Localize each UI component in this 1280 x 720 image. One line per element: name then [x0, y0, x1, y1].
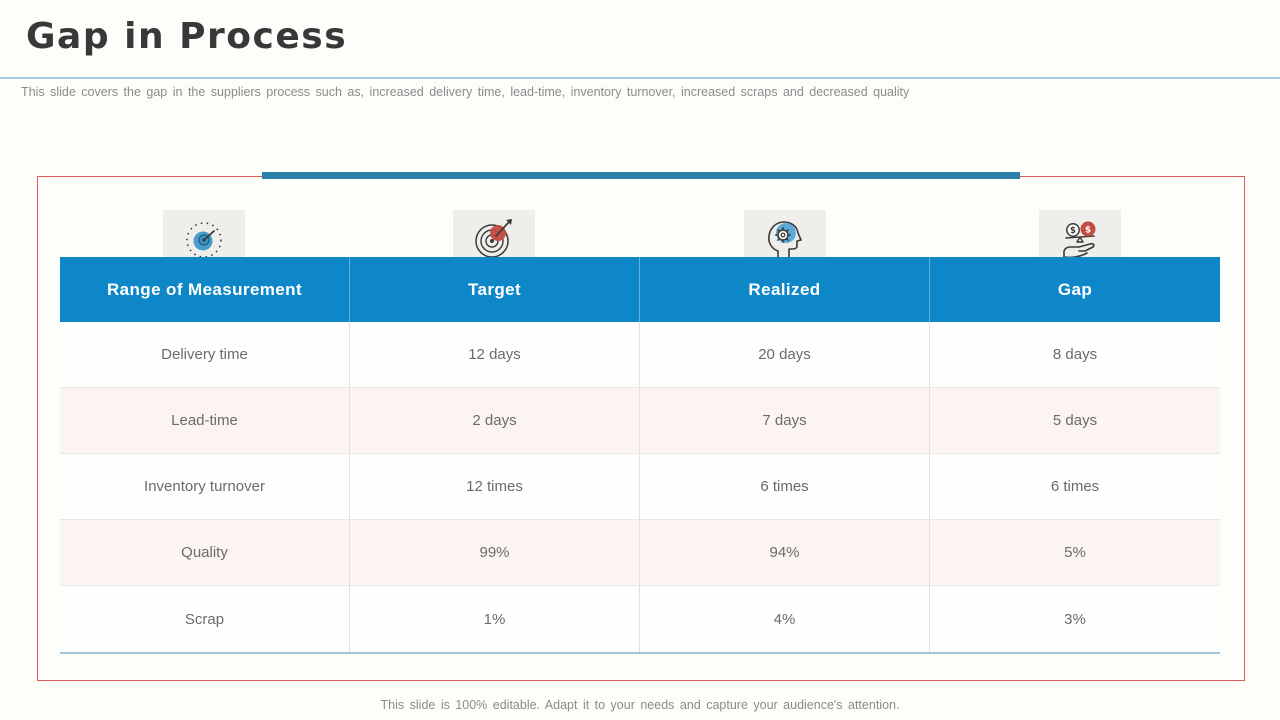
table-cell: 6 times [640, 454, 930, 520]
footer-note: This slide is 100% editable. Adapt it to… [380, 698, 900, 712]
gap-table: Range of Measurement Target Realized Gap… [60, 257, 1220, 654]
target-icon [475, 219, 512, 258]
table-cell: Scrap [60, 586, 350, 652]
table-cell: Quality [60, 520, 350, 586]
slide-subtitle: This slide covers the gap in the supplie… [21, 85, 910, 99]
table-header-cell: Realized [640, 257, 930, 322]
table-cell: 4% [640, 586, 930, 652]
table-cell: Inventory turnover [60, 454, 350, 520]
table-cell: 12 days [350, 322, 640, 388]
table-cell: 5% [930, 520, 1220, 586]
gauge-icon [186, 222, 222, 258]
table-cell: 5 days [930, 388, 1220, 454]
table-cell: 12 times [350, 454, 640, 520]
table-cell: 3% [930, 586, 1220, 652]
svg-text:$: $ [1070, 226, 1076, 236]
table-cell: 20 days [640, 322, 930, 388]
icon-tile-gap: $ $ [1039, 210, 1121, 259]
icon-tile-target [453, 210, 535, 258]
svg-text:$: $ [1085, 226, 1091, 236]
head-gear-icon [768, 221, 802, 258]
table-cell: Delivery time [60, 322, 350, 388]
table-cell: 6 times [930, 454, 1220, 520]
title-divider [0, 77, 1280, 79]
table-cell: 99% [350, 520, 640, 586]
table-cell: 94% [640, 520, 930, 586]
table-header-cell: Target [350, 257, 640, 322]
table-cell: 8 days [930, 322, 1220, 388]
table-header-cell: Gap [930, 257, 1220, 322]
table-cell: 1% [350, 586, 640, 652]
table-header-cell: Range of Measurement [60, 257, 350, 322]
accent-bar [262, 172, 1020, 179]
page-title: Gap in Process [26, 16, 348, 57]
table-cell: 7 days [640, 388, 930, 454]
table-cell: 2 days [350, 388, 640, 454]
icon-tile-measurement [163, 210, 245, 258]
icon-tile-realized [744, 210, 826, 258]
hand-coins-icon: $ $ [1063, 221, 1096, 259]
table-cell: Lead-time [60, 388, 350, 454]
